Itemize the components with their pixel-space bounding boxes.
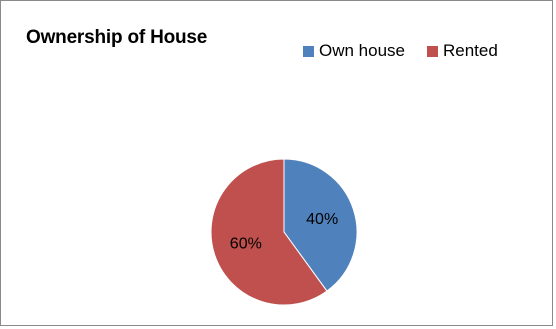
- pie-slice-rented: [210, 158, 328, 306]
- legend-label-rented: Rented: [443, 41, 498, 60]
- chart-title: Ownership of House: [26, 27, 208, 48]
- legend-item-rented: Rented: [427, 41, 498, 61]
- legend-item-own-house: Own house: [303, 41, 405, 61]
- pie-label-rented: 60%: [230, 236, 262, 253]
- legend: Own house Rented: [303, 41, 520, 61]
- pie-slice-own-house: [283, 158, 358, 292]
- legend-swatch-own-house: [303, 45, 314, 57]
- legend-label-own-house: Own house: [319, 41, 405, 60]
- pie-label-own-house: 40%: [306, 211, 338, 228]
- legend-swatch-rented: [427, 45, 438, 57]
